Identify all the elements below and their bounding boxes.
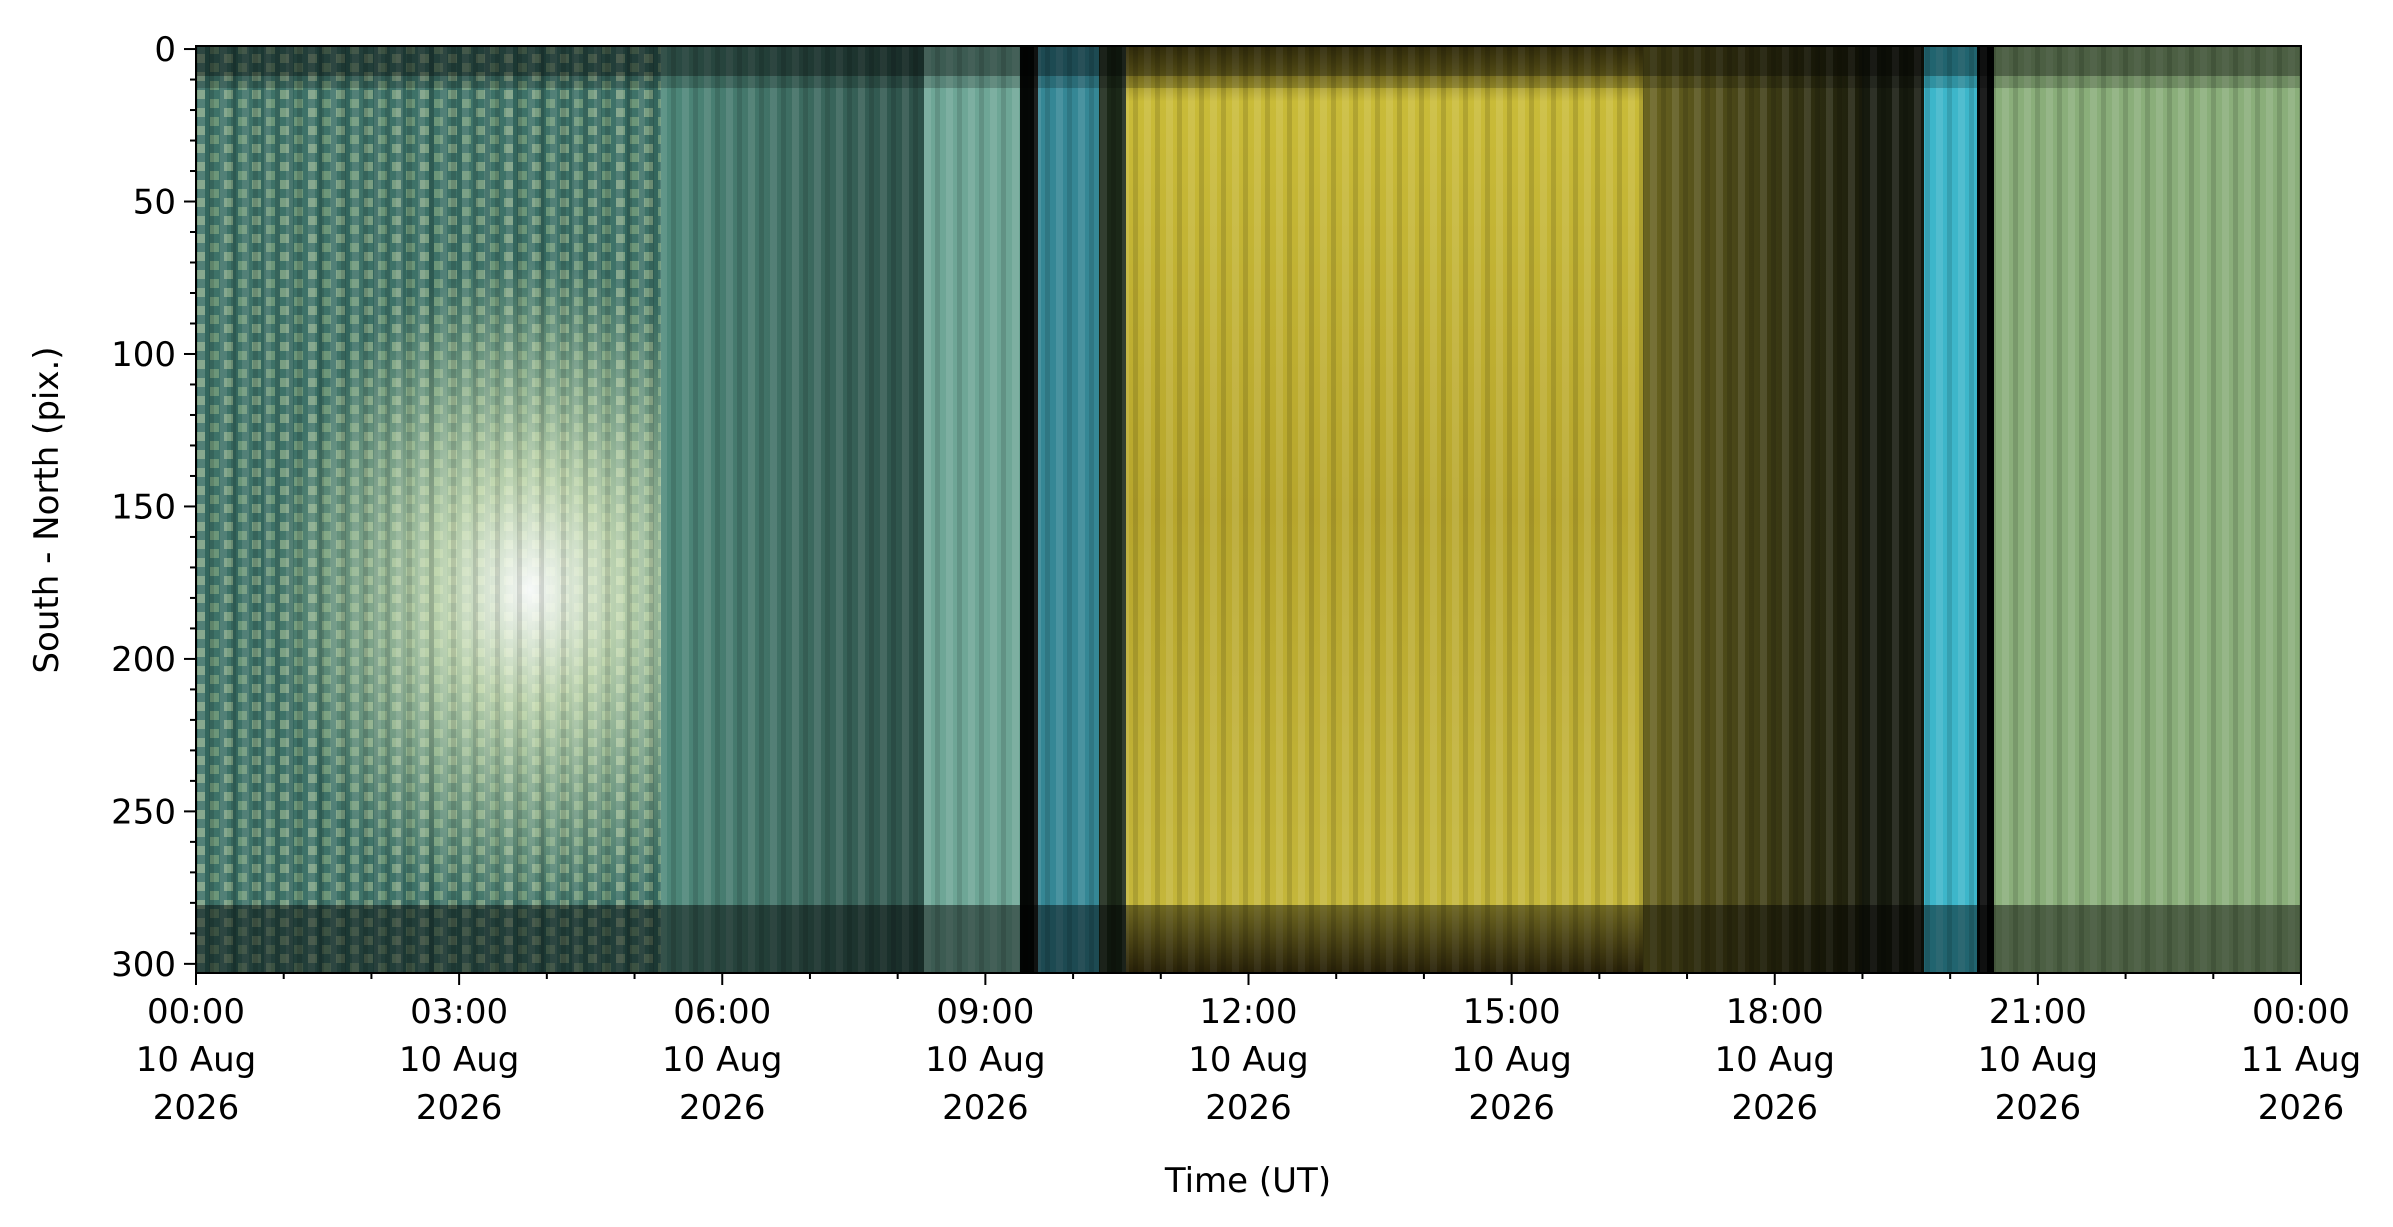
x-tick-label: 21:00 10 Aug 2026 — [1978, 992, 2098, 1128]
x-tick-label: 06:00 10 Aug 2026 — [662, 992, 782, 1128]
y-axis-label: South - North (pix.) — [27, 346, 67, 673]
x-tick-label: 15:00 10 Aug 2026 — [1451, 992, 1571, 1128]
y-tick-label: 100 — [111, 335, 176, 375]
x-tick-label: 09:00 10 Aug 2026 — [925, 992, 1045, 1128]
x-tick-label: 00:00 10 Aug 2026 — [136, 992, 256, 1128]
x-tick-label: 03:00 10 Aug 2026 — [399, 992, 519, 1128]
keogram-image — [196, 46, 2301, 973]
x-tick-label: 12:00 10 Aug 2026 — [1188, 992, 1308, 1128]
y-tick-label: 150 — [111, 487, 176, 527]
x-tick-label: 00:00 11 Aug 2026 — [2241, 992, 2361, 1128]
y-tick-label: 300 — [111, 945, 176, 985]
y-tick-label: 200 — [111, 640, 176, 680]
x-axis-label: Time (UT) — [1164, 1161, 1331, 1201]
y-tick-label: 0 — [154, 30, 176, 70]
y-tick-label: 50 — [133, 183, 176, 223]
y-tick-label: 250 — [111, 792, 176, 832]
x-tick-label: 18:00 10 Aug 2026 — [1715, 992, 1835, 1128]
